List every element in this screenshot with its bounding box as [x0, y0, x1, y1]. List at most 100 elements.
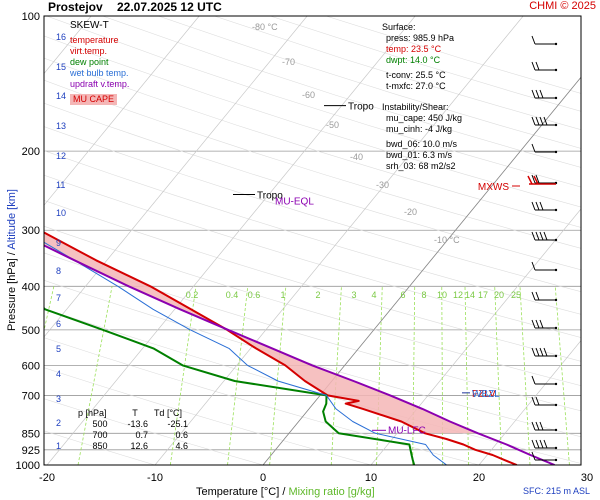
mxws-label: MXWS	[478, 182, 509, 193]
barb-feather	[543, 439, 548, 449]
altitude-tick-label: 1	[56, 441, 61, 451]
surface-tmxfc: t-mxfc: 27.0 °C	[386, 81, 446, 91]
wind-barb	[531, 451, 558, 462]
copyright: CHMI © 2025	[529, 0, 596, 12]
mixing-ratio-label: 17	[478, 290, 488, 300]
altitude-tick-label: 15	[56, 62, 66, 72]
wind-barb	[531, 291, 558, 302]
surface-temp: temp: 23.5 °C	[386, 44, 442, 54]
wind-barb	[531, 421, 558, 432]
barb-base	[554, 403, 558, 407]
mixing-ratio-label: 0.2	[186, 290, 199, 300]
barb-feather	[533, 175, 539, 185]
dry-adiabat	[44, 174, 581, 338]
mixing-ratio-line	[169, 286, 197, 465]
wind-barb	[531, 143, 558, 154]
pressure-tick-label: 200	[22, 146, 40, 158]
isotherm-label: -20	[404, 207, 417, 217]
table-header-t: T	[132, 408, 138, 418]
barb-feather	[535, 231, 540, 241]
series-dew-point	[44, 306, 416, 465]
wind-barb	[531, 439, 558, 450]
wind-barb	[531, 261, 558, 272]
pressure-tick-label: 100	[22, 11, 40, 23]
altitude-tick-label: 11	[56, 180, 65, 190]
isotherm-label: -80 °C	[252, 22, 278, 32]
legend-updraft: updraft v.temp.	[70, 79, 130, 89]
isotherm-label: -70	[282, 57, 295, 67]
barb-base	[554, 96, 558, 100]
altitude-tick-label: 7	[56, 293, 61, 303]
y-axis-altitude-label: Altitude [km]	[6, 189, 18, 250]
barb-feather	[531, 174, 536, 184]
y-axis-title: Pressure [hPa] / Altitude [km]	[6, 189, 18, 331]
barb-base	[554, 123, 558, 127]
mixing-ratio-label: 20	[494, 290, 504, 300]
barb-feather	[531, 439, 536, 449]
isotherm-label: -30	[376, 180, 389, 190]
wind-barb	[531, 347, 558, 358]
dry-adiabat	[44, 398, 264, 465]
mixing-ratio-line	[44, 286, 55, 333]
mixing-ratio-label: 3	[351, 290, 356, 300]
barb-base	[554, 150, 558, 154]
pressure-tick-label: 1000	[16, 460, 40, 472]
table-row: 500 -13.6 -25.1	[92, 419, 188, 429]
dry-adiabat	[44, 337, 480, 465]
isotherm-line	[44, 16, 308, 338]
surface-press: press: 985.9 hPa	[386, 33, 455, 43]
x-tick-label: -20	[39, 472, 55, 484]
wind-barb	[531, 35, 558, 46]
barb-base	[554, 326, 558, 330]
x-axis-temp-label: Temperature [°C]	[196, 486, 280, 498]
barb-feather	[535, 89, 540, 99]
altitude-tick-label: 14	[56, 91, 66, 101]
legend-title: SKEW-T	[70, 20, 109, 31]
series-wet-bulb-temp-	[44, 241, 447, 465]
isotherm-line	[154, 16, 524, 465]
barb-feather	[531, 319, 536, 329]
isotherm-line	[46, 16, 416, 465]
pressure-tick-label: 600	[22, 360, 40, 372]
altitude-tick-label: 3	[56, 394, 61, 404]
x-tick-label: 0	[260, 472, 266, 484]
level-table: p [hPa] T Td [°C] 500 -13.6 -25.1 700 0.…	[78, 408, 188, 452]
wind-barb	[531, 319, 558, 330]
barb-feather	[535, 347, 540, 357]
barb-feather	[535, 61, 540, 71]
dry-adiabat	[44, 367, 372, 465]
pressure-tick-label: 700	[22, 390, 40, 402]
mixing-ratio-line	[464, 286, 470, 465]
mixing-ratio-label: 25	[511, 290, 521, 300]
mixing-ratio-label: 1	[280, 290, 285, 300]
barb-base	[554, 458, 558, 462]
mixing-ratio-label: 2	[315, 290, 320, 300]
legend-virt-temp: virt.temp.	[70, 46, 108, 56]
mu-lfc-label: MU-LFC	[388, 425, 426, 436]
barb-feather	[539, 116, 544, 126]
surface-block: Surface: press: 985.9 hPa temp: 23.5 °C …	[382, 22, 454, 92]
instability-title: Instability/Shear:	[382, 102, 449, 112]
barb-feather	[531, 375, 536, 385]
legend-mu-cape: MU CAPE	[70, 94, 118, 105]
pressure-tick-label: 850	[22, 428, 40, 440]
table-header-p: p [hPa]	[78, 408, 107, 418]
altitude-tick-label: 6	[56, 319, 61, 329]
barb-feather	[539, 89, 544, 99]
surface-title: Surface:	[382, 22, 416, 32]
barb-feather	[531, 396, 536, 406]
sfc-label: SFC: 215 m ASL	[522, 486, 590, 496]
barb-feather	[535, 319, 540, 329]
barb-base	[554, 382, 558, 386]
barb-feather	[543, 347, 548, 357]
srh03-value: srh_03: 68 m2/s2	[386, 161, 456, 171]
surface-dwpt: dwpt: 14.0 °C	[386, 55, 441, 65]
isotherm-label: -10 °C	[434, 235, 460, 245]
wind-barb-mxws	[527, 175, 556, 185]
mixing-ratio-label: 4	[371, 290, 376, 300]
mixing-ratio-line	[494, 286, 503, 465]
mixing-ratio-line	[77, 286, 113, 465]
barb-feather	[535, 201, 540, 211]
